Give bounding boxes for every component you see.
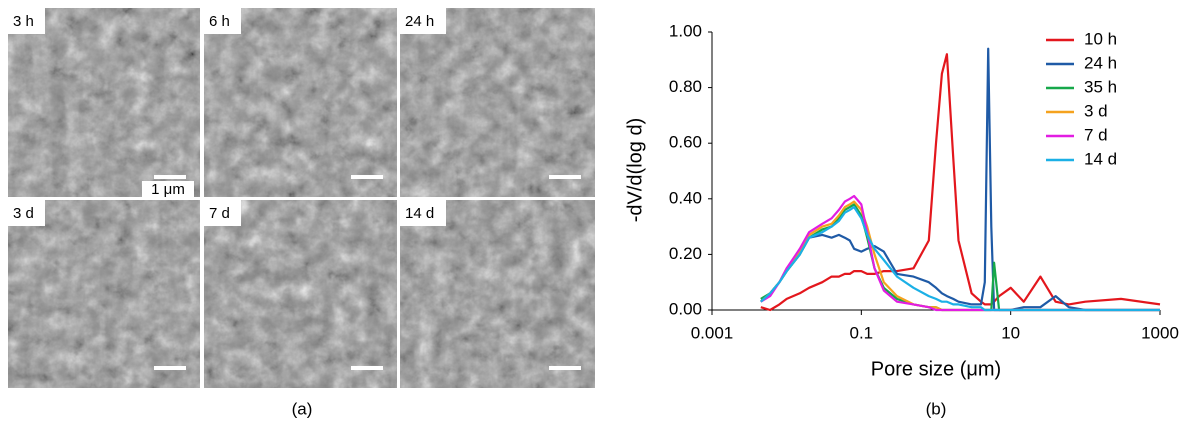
label-box — [8, 8, 45, 34]
panel-caption: (a) — [292, 399, 313, 418]
legend-label: 10 h — [1084, 29, 1117, 48]
series-line — [760, 53, 1161, 312]
scale-label-box — [142, 181, 194, 199]
sem-image — [204, 8, 397, 197]
label-box — [8, 200, 45, 226]
label-box — [204, 200, 241, 226]
y-tick-label: 0.40 — [669, 188, 702, 207]
x-tick-label: 0.001 — [691, 323, 734, 342]
y-tick-label: 1.00 — [669, 21, 702, 40]
sem-image — [204, 200, 397, 388]
y-axis-label: -dV/d(log d) — [624, 118, 646, 223]
label-box — [400, 200, 446, 226]
series-line — [760, 47, 1160, 312]
image-label: 6 h — [209, 13, 230, 30]
x-tick-label: 0.1 — [850, 323, 874, 342]
image-label: 3 d — [13, 205, 34, 222]
sem-image — [400, 8, 595, 197]
x-tick-label: 1000 — [1141, 323, 1179, 342]
panel-caption: (b) — [926, 399, 947, 418]
label-box — [400, 8, 446, 34]
series-line — [760, 200, 1160, 312]
image-label: 14 d — [405, 205, 434, 222]
series-line — [760, 206, 1160, 312]
y-tick-label: 0.60 — [669, 133, 702, 152]
y-tick-label: 0.00 — [669, 299, 702, 318]
x-tick-label: 10 — [1001, 323, 1020, 342]
scale-bar-label: 1 μm — [151, 181, 185, 198]
image-label: 24 h — [405, 13, 434, 30]
legend-label: 14 d — [1084, 149, 1117, 168]
y-tick-label: 0.20 — [669, 244, 702, 263]
series-line — [760, 194, 1160, 312]
legend-label: 24 h — [1084, 53, 1117, 72]
legend-label: 35 h — [1084, 77, 1117, 96]
label-box — [204, 8, 241, 34]
image-label: 7 d — [209, 205, 230, 222]
series-line — [760, 203, 1160, 312]
x-axis-label: Pore size (μm) — [871, 358, 1001, 380]
sem-panel: 3 h 1 μm 6 h 24 h 3 d 7 d 14 d — [8, 8, 595, 388]
legend-label: 3 d — [1084, 101, 1108, 120]
legend-label: 7 d — [1084, 125, 1108, 144]
sem-image — [8, 200, 200, 388]
sem-image — [400, 200, 595, 388]
sem-image — [8, 8, 200, 197]
y-tick-label: 0.80 — [669, 77, 702, 96]
image-label: 3 h — [13, 13, 34, 30]
